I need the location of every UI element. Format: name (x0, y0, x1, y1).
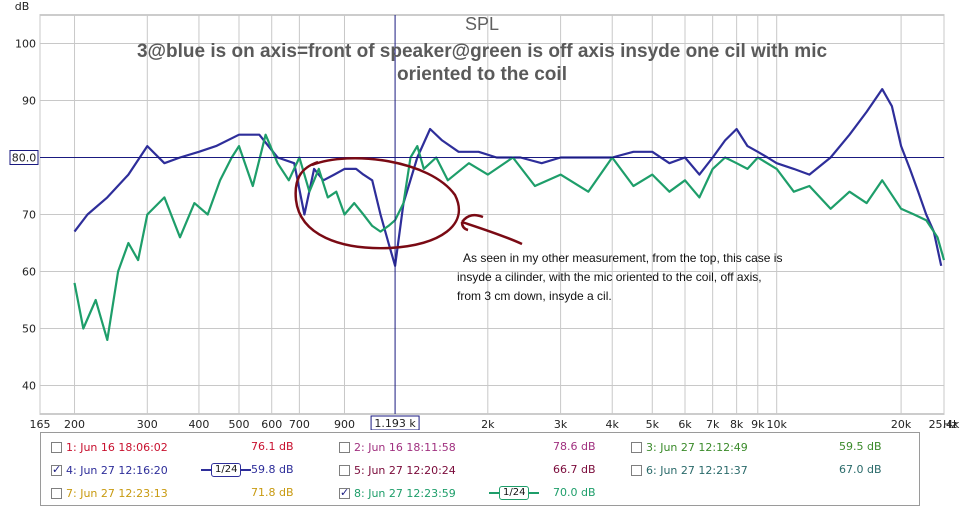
smoothing-badge[interactable]: 1/24 (201, 463, 252, 477)
legend-checkbox[interactable] (339, 464, 350, 476)
x-tick-label: 300 (137, 418, 158, 430)
spl-chart: 4050607080901001652003004005006007009002… (9, 0, 960, 430)
y-tick-label: 50 (22, 323, 36, 336)
x-tick-label: 10k (767, 418, 788, 430)
x-tick-label: 400 (188, 418, 209, 430)
y-tick-label: 90 (22, 95, 36, 108)
chart-subtitle-line-1: 3@blue is on axis=front of speaker@green… (137, 41, 828, 62)
x-tick-label: 700 (289, 418, 310, 430)
x-tick-label: 8k (730, 418, 744, 430)
cursor-y-readout: 80.0 (12, 152, 37, 165)
legend-checkbox[interactable] (51, 441, 62, 453)
y-axis-unit: dB (15, 0, 30, 13)
cursor-layer[interactable]: 80.0 1.193 k (9, 15, 944, 430)
hand-drawn-circle (294, 157, 461, 250)
legend-label: 7: Jun 27 12:23:13 (66, 486, 168, 500)
legend-checkbox[interactable] (339, 486, 350, 499)
smoothing-line-left (489, 492, 499, 494)
smoothing-line-right (529, 492, 540, 494)
legend-item-3[interactable]: 3: Jun 27 12:12:49 (631, 437, 748, 457)
legend-item-5[interactable]: 5: Jun 27 12:20:24 (339, 460, 456, 480)
x-tick-label: 4k (606, 418, 620, 430)
y-tick-label: 70 (22, 209, 36, 222)
hand-drawn-arrow (460, 213, 523, 246)
annotation-note-line-2: insyde a cilinder, with the mic oriented… (457, 270, 762, 284)
smoothing-label: 1/24 (211, 463, 242, 477)
legend-value: 71.8 dB (251, 486, 294, 499)
cursor-y-readout-box (9, 150, 39, 165)
x-tick-label: 6k (678, 418, 692, 430)
legend-value: 78.6 dB (553, 440, 596, 453)
annotation-note-line-1: As seen in my other measurement, from th… (463, 251, 782, 265)
smoothing-label: 1/24 (499, 486, 530, 500)
x-tick-label: 5k (646, 418, 660, 430)
x-tick-label: 3k (554, 418, 568, 430)
x-tick-label: 900 (334, 418, 355, 430)
legend-label: 1: Jun 16 18:06:02 (66, 440, 168, 454)
chart-title: SPL (465, 14, 499, 34)
legend-value: 67.0 dB (839, 463, 882, 476)
x-axis-unit: Hz (943, 418, 957, 430)
legend-label: 3: Jun 27 12:12:49 (646, 440, 748, 454)
cursor-x-readout-box (370, 415, 420, 430)
legend-value: 66.7 dB (553, 463, 596, 476)
legend-label: 6: Jun 27 12:21:37 (646, 463, 748, 477)
legend-checkbox[interactable] (631, 464, 642, 476)
legend-label: 2: Jun 16 18:11:58 (354, 440, 456, 454)
legend-item-8[interactable]: 8: Jun 27 12:23:59 (339, 483, 456, 503)
y-tick-label: 40 (22, 380, 36, 393)
legend-panel: 1: Jun 16 18:06:02 76.1 dB 2: Jun 16 18:11… (40, 432, 920, 506)
x-tick-label: 165 (30, 418, 51, 430)
legend-item-4[interactable]: 4: Jun 27 12:16:20 (51, 460, 168, 480)
legend-label: 4: Jun 27 12:16:20 (66, 463, 168, 477)
x-tick-label: 20k (891, 418, 912, 430)
legend-value: 59.5 dB (839, 440, 882, 453)
legend-value: 70.0 dB (553, 486, 596, 499)
legend-item-1[interactable]: 1: Jun 16 18:06:02 (51, 437, 168, 457)
x-tick-label: 600 (261, 418, 282, 430)
x-tick-label: 9k (751, 418, 765, 430)
legend-item-2[interactable]: 2: Jun 16 18:11:58 (339, 437, 456, 457)
x-tick-label: 2k (481, 418, 495, 430)
legend-label: 8: Jun 27 12:23:59 (354, 486, 456, 500)
chart-subtitle-line-2: oriented to the coil (397, 64, 567, 85)
x-tick-label: 25.4k (929, 418, 960, 430)
legend-checkbox[interactable] (51, 463, 62, 476)
y-tick-label: 100 (15, 38, 36, 51)
legend-checkbox[interactable] (339, 441, 350, 453)
x-tick-label: 200 (64, 418, 85, 430)
legend-item-6[interactable]: 6: Jun 27 12:21:37 (631, 460, 748, 480)
annotation-note-line-3: from 3 cm down, insyde a cil. (457, 289, 612, 303)
legend-value: 76.1 dB (251, 440, 294, 453)
legend-item-7[interactable]: 7: Jun 27 12:23:13 (51, 483, 168, 503)
x-tick-label: 7k (706, 418, 720, 430)
legend-checkbox[interactable] (51, 487, 62, 499)
smoothing-badge[interactable]: 1/24 (489, 486, 540, 500)
legend-label: 5: Jun 27 12:20:24 (354, 463, 456, 477)
smoothing-line-right (241, 469, 252, 471)
y-tick-label: 60 (22, 266, 36, 279)
series-line-2 (73, 133, 946, 341)
legend-checkbox[interactable] (631, 441, 642, 453)
legend-value: 59.8 dB (251, 463, 294, 476)
annotation-layer (294, 157, 523, 250)
cursor-x-readout: 1.193 k (374, 417, 416, 430)
smoothing-line-left (201, 469, 211, 471)
x-tick-label: 500 (228, 418, 249, 430)
